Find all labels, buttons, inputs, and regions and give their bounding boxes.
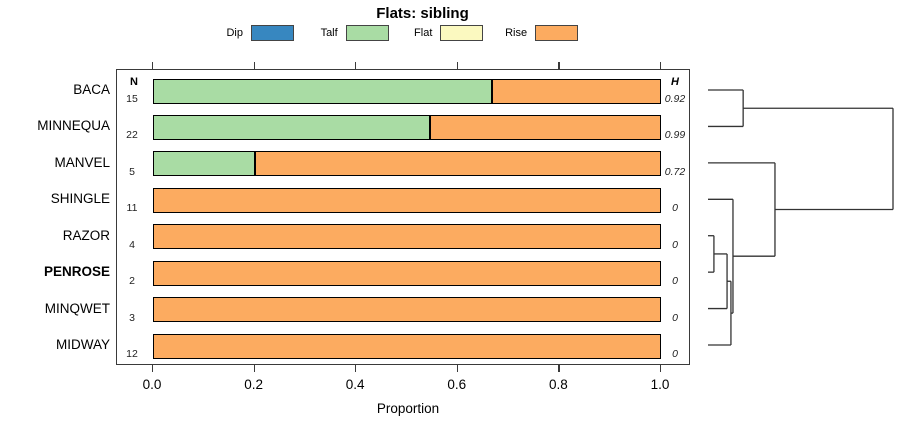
n-value: 3 xyxy=(129,311,135,324)
row-label: PENROSE xyxy=(43,264,110,280)
bar-segment-rise xyxy=(153,297,661,323)
n-value: 15 xyxy=(126,93,138,105)
x-tick-label: 0.8 xyxy=(549,377,568,392)
n-value: 5 xyxy=(129,165,135,178)
legend-label: Talf xyxy=(320,27,338,39)
legend-swatch-rise-icon xyxy=(535,25,579,41)
legend-label: Dip xyxy=(226,27,243,39)
h-value: 0 xyxy=(672,311,678,324)
n-value: 12 xyxy=(126,348,138,360)
x-tick-top xyxy=(152,62,154,69)
x-tick-bottom xyxy=(355,365,357,372)
legend-item-rise: Rise xyxy=(493,25,579,41)
row-label: RAZOR xyxy=(62,227,110,243)
legend-item-dip: Dip xyxy=(209,25,294,41)
plot-area: N H 15 0.92 22 0.99 5 0.72 11 0 4 0 2 0 3 0 12 0 xyxy=(116,69,690,365)
x-tick-top xyxy=(456,62,458,69)
h-value: 0 xyxy=(672,238,678,251)
x-tick-bottom xyxy=(660,365,662,372)
legend-label: Flat xyxy=(414,27,433,39)
row-label: MIDWAY xyxy=(56,337,110,352)
row-label: BACA xyxy=(73,82,110,97)
bar-segment-talf xyxy=(153,151,255,177)
legend-item-talf: Talf xyxy=(304,25,389,41)
n-value: 22 xyxy=(126,129,138,142)
x-tick-top xyxy=(355,62,357,69)
x-tick-label: 0.6 xyxy=(447,377,467,392)
legend-swatch-dip-icon xyxy=(251,25,294,41)
h-value: 0 xyxy=(672,275,678,288)
bar-segment-rise xyxy=(153,224,661,250)
bar-segment-talf xyxy=(153,114,430,140)
h-value: 0.72 xyxy=(664,165,686,178)
row-label: MANVEL xyxy=(54,154,110,170)
dendrogram xyxy=(708,89,894,346)
x-tick-top xyxy=(253,62,255,69)
x-tick-bottom xyxy=(558,365,560,372)
n-value: 11 xyxy=(126,202,138,215)
legend-swatch-flat-icon xyxy=(440,25,484,41)
legend-swatch-talf-icon xyxy=(345,25,389,41)
bar-segment-rise xyxy=(491,78,661,104)
n-value: 2 xyxy=(129,275,135,288)
x-tick-label: 0.4 xyxy=(345,377,365,392)
x-tick-label: 0.2 xyxy=(244,377,263,392)
h-value: 0.99 xyxy=(664,129,686,142)
legend-item-flat: Flat xyxy=(398,25,484,41)
bar-segment-rise xyxy=(153,333,661,359)
h-column-header: H xyxy=(671,76,679,88)
x-tick-bottom xyxy=(152,365,154,372)
h-value: 0 xyxy=(672,348,678,360)
x-axis-title: Proportion xyxy=(376,401,440,416)
n-column-header: N xyxy=(130,76,138,88)
x-tick-bottom xyxy=(456,365,458,372)
bar-segment-rise xyxy=(254,151,661,177)
h-value: 0.92 xyxy=(664,93,686,105)
bar-segment-rise xyxy=(153,260,661,286)
x-tick-top xyxy=(558,62,560,69)
x-tick-label: 0.0 xyxy=(142,377,162,392)
row-label: MINNEQUA xyxy=(37,118,110,134)
legend-label: Rise xyxy=(505,27,528,39)
bar-segment-talf xyxy=(153,78,492,104)
row-label: MINQWET xyxy=(44,300,110,316)
row-label: SHINGLE xyxy=(50,191,110,207)
x-tick-label: 1.0 xyxy=(650,377,670,392)
n-value: 4 xyxy=(129,238,135,251)
h-value: 0 xyxy=(672,202,678,215)
bar-segment-rise xyxy=(429,114,661,140)
x-tick-bottom xyxy=(253,365,255,372)
x-tick-top xyxy=(660,62,662,69)
chart-title: Flats: sibling xyxy=(376,5,469,22)
bar-segment-rise xyxy=(153,187,661,213)
